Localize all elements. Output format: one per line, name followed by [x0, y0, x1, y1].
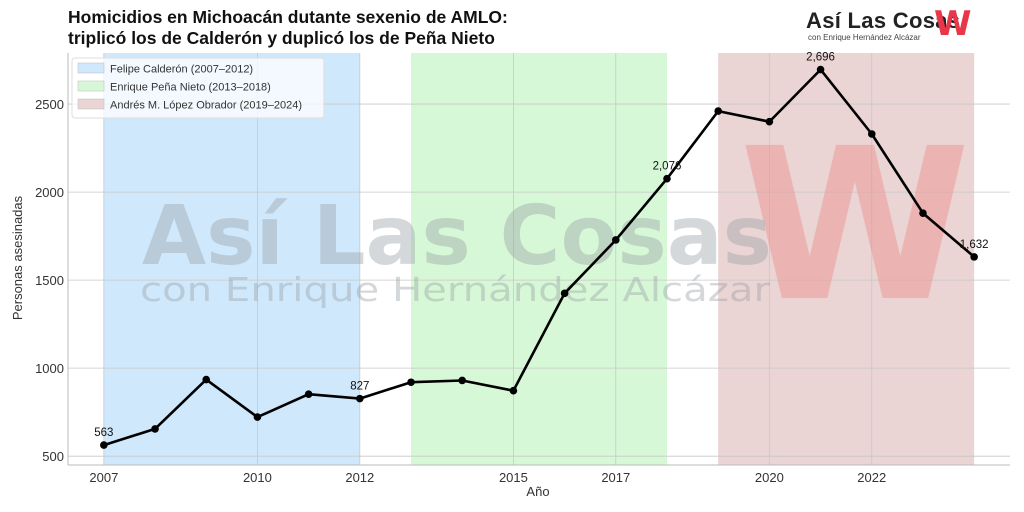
x-tick-label: 2010	[243, 470, 272, 485]
logo-subtitle: con Enrique Hernández Alcázar	[808, 33, 921, 42]
y-tick-label: 2000	[35, 185, 64, 200]
data-label: 2,076	[653, 161, 682, 173]
data-label: 1,632	[960, 239, 989, 251]
watermark-mark: W	[739, 103, 971, 348]
data-point	[765, 117, 774, 126]
data-point	[560, 289, 569, 298]
data-point	[304, 390, 313, 399]
data-point	[407, 378, 415, 387]
data-point	[509, 386, 518, 395]
logo-text: Así Las Cosas	[806, 8, 961, 33]
data-point	[151, 425, 159, 433]
legend-swatch	[77, 98, 105, 110]
data-point	[663, 174, 671, 183]
x-tick-label: 2017	[601, 470, 630, 485]
legend-swatch	[77, 62, 105, 74]
y-tick-label: 500	[42, 449, 64, 464]
legend-label: Felipe Calderón (2007–2012)	[110, 64, 253, 76]
x-axis-label: Año	[526, 484, 549, 499]
data-point	[458, 376, 467, 385]
title-line-1: Homicidios en Michoacán dutante sexenio …	[68, 7, 508, 27]
data-point	[816, 65, 825, 74]
data-point	[253, 413, 262, 421]
y-tick-label: 1000	[35, 361, 64, 376]
x-tick-label: 2012	[345, 470, 374, 485]
period-band-3	[718, 53, 975, 465]
period-band-1	[103, 53, 360, 465]
data-point	[919, 209, 927, 218]
x-tick-label: 2022	[857, 470, 886, 485]
data-point	[867, 130, 876, 138]
logo-mark: W	[934, 4, 972, 44]
title-line-2: triplicó los de Calderón y duplicó los d…	[68, 28, 495, 48]
legend-label: Enrique Peña Nieto (2013–2018)	[110, 82, 271, 94]
data-point	[970, 253, 978, 261]
data-point	[714, 107, 722, 115]
watermark-line-2: con Enrique Hernández Alcázar	[140, 270, 771, 309]
legend-box	[71, 57, 325, 119]
x-tick-label: 2015	[499, 470, 528, 485]
legend-label: Andrés M. López Obrador (2019–2024)	[110, 100, 302, 112]
data-point	[356, 394, 364, 403]
series-line	[103, 68, 976, 447]
x-tick-label: 2020	[755, 470, 784, 485]
y-tick-label: 2500	[35, 97, 64, 112]
brand-logo: Así Las Cosas W con Enrique Hernández Al…	[806, 4, 976, 48]
y-tick-label: 1500	[35, 273, 64, 288]
y-axis-label: Personas asesinadas	[10, 195, 25, 320]
data-point	[100, 441, 108, 449]
data-label: 563	[94, 427, 113, 439]
watermark-line-1: Así Las Cosas	[142, 189, 772, 284]
data-point	[611, 236, 620, 244]
data-label: 2,696	[806, 52, 835, 64]
chart-title: Homicidios en Michoacán dutante sexenio …	[68, 7, 508, 49]
legend-swatch	[77, 80, 105, 92]
period-band-2	[411, 53, 667, 465]
x-tick-label: 2007	[89, 470, 118, 485]
data-label: 827	[350, 381, 369, 393]
data-point	[202, 375, 211, 384]
